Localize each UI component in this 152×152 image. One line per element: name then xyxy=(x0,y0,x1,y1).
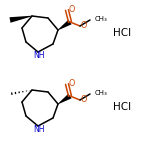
Text: NH: NH xyxy=(33,52,45,60)
Text: NH: NH xyxy=(33,126,45,135)
Text: O: O xyxy=(69,79,75,88)
Polygon shape xyxy=(58,20,72,30)
Text: O: O xyxy=(81,95,87,104)
Text: CH₃: CH₃ xyxy=(95,90,108,96)
Text: HCl: HCl xyxy=(113,28,131,38)
Text: HCl: HCl xyxy=(113,102,131,112)
Polygon shape xyxy=(9,16,32,23)
Text: CH₃: CH₃ xyxy=(95,16,108,22)
Text: O: O xyxy=(81,21,87,29)
Text: O: O xyxy=(69,5,75,14)
Polygon shape xyxy=(58,94,72,104)
